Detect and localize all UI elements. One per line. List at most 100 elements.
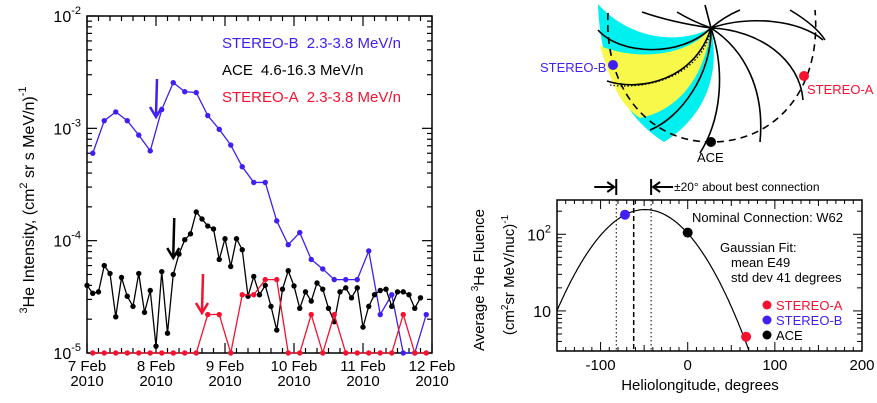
text-span: 10: [533, 304, 551, 321]
data-point: [354, 285, 360, 291]
text-span: STEREO-A: [222, 89, 299, 106]
text-span: 2.3-3.8 MeV/n: [307, 35, 401, 52]
data-point: [297, 305, 303, 311]
data-point: [101, 262, 107, 269]
data-point: [193, 350, 199, 356]
text-span: -1: [17, 86, 29, 96]
y-tick-label: 10-5: [53, 342, 81, 363]
data-point: [308, 298, 314, 304]
y-tick-label: 10-2: [53, 5, 81, 26]
data-point: [107, 270, 113, 277]
data-point: [210, 226, 217, 232]
data-point: [187, 231, 194, 237]
plot-frame: [86, 15, 433, 354]
text-span: -3: [71, 117, 81, 129]
data-point: [262, 179, 268, 186]
text-span: He Intensity, (cm: [21, 189, 38, 308]
legend-entry: STEREO-B 2.3-3.8 MeV/n: [222, 35, 401, 52]
ace-marker: [706, 137, 716, 147]
text-span: -5: [71, 342, 81, 354]
data-point: [141, 309, 148, 316]
data-point: [228, 263, 234, 270]
data-point: [193, 209, 199, 215]
data-point: [95, 289, 102, 295]
x-tick-label-date: 12 Feb: [409, 358, 456, 375]
legend-marker: [762, 330, 772, 340]
data-point: [228, 142, 234, 148]
y-axis-label-line2: (cm2sr MeV/nuc)-1: [500, 214, 518, 335]
data-point: [136, 132, 142, 138]
gaussian-fit-curve: [556, 209, 750, 351]
data-point: [159, 268, 165, 275]
text-span: 3: [470, 285, 481, 291]
data-point: [400, 289, 406, 295]
legend-label: ACE: [776, 328, 803, 343]
data-point: [366, 248, 372, 254]
plot-frame: [556, 199, 863, 352]
text-span: (cm: [501, 310, 518, 335]
x-tick-label: 200: [849, 357, 874, 374]
text-span: 10: [53, 121, 71, 138]
data-point: [113, 350, 119, 356]
x-tick-label-year: 2010: [346, 373, 379, 390]
data-point: [343, 285, 349, 291]
data-point: [222, 236, 228, 242]
data-point: [205, 112, 211, 119]
data-point: [268, 303, 274, 310]
data-point: [251, 273, 257, 280]
data-point: [285, 350, 291, 356]
x-tick-label-date: 7 Feb: [68, 358, 106, 375]
text-span: -1: [500, 214, 511, 223]
nominal-field-line: [609, 29, 712, 87]
data-point: [136, 270, 142, 277]
y-tick-label: 10-3: [53, 117, 81, 138]
y-axis-label-line1: Average 3He Fluence: [470, 209, 488, 351]
data-point: [343, 276, 349, 283]
data-point: [216, 126, 222, 133]
data-point: [233, 236, 240, 242]
data-point: [389, 350, 395, 356]
data-point: [193, 89, 199, 96]
data-point: [182, 237, 188, 243]
arrow-head: [148, 106, 164, 120]
data-point: [205, 311, 211, 318]
data-point: [297, 229, 303, 236]
fit-std: std dev 41 degrees: [731, 270, 842, 285]
data-point: [320, 286, 326, 292]
legend-marker: [762, 315, 772, 325]
data-point: [113, 314, 119, 320]
data-point: [124, 117, 130, 124]
series-line: [92, 81, 427, 354]
window-arrows-icon: [594, 179, 674, 195]
point-ace: [682, 227, 693, 238]
data-point: [239, 247, 245, 253]
stereo-b-label: STEREO-B: [540, 60, 606, 75]
x-axis-label: Heliolongitude, degrees: [621, 377, 779, 394]
data-point: [147, 148, 153, 154]
data-point: [377, 350, 383, 356]
data-point: [377, 287, 383, 294]
text-span: He Fluence: [471, 209, 488, 286]
data-point: [205, 223, 211, 229]
data-point: [291, 283, 297, 289]
data-point: [147, 287, 153, 294]
data-point: [256, 292, 263, 298]
data-point: [308, 311, 314, 318]
data-point: [400, 311, 406, 318]
data-point: [90, 350, 96, 356]
data-point: [314, 280, 320, 286]
nominal-connection-text: Nominal Connection: W62: [692, 210, 843, 225]
data-point: [377, 311, 383, 318]
data-point: [124, 293, 130, 299]
data-point: [337, 289, 343, 295]
data-point: [320, 266, 326, 272]
point-stereo-b: [619, 209, 630, 220]
data-point: [84, 282, 90, 289]
data-point: [389, 292, 395, 298]
window-annotation: ±20° about best connection: [674, 180, 820, 194]
data-point: [354, 350, 360, 356]
